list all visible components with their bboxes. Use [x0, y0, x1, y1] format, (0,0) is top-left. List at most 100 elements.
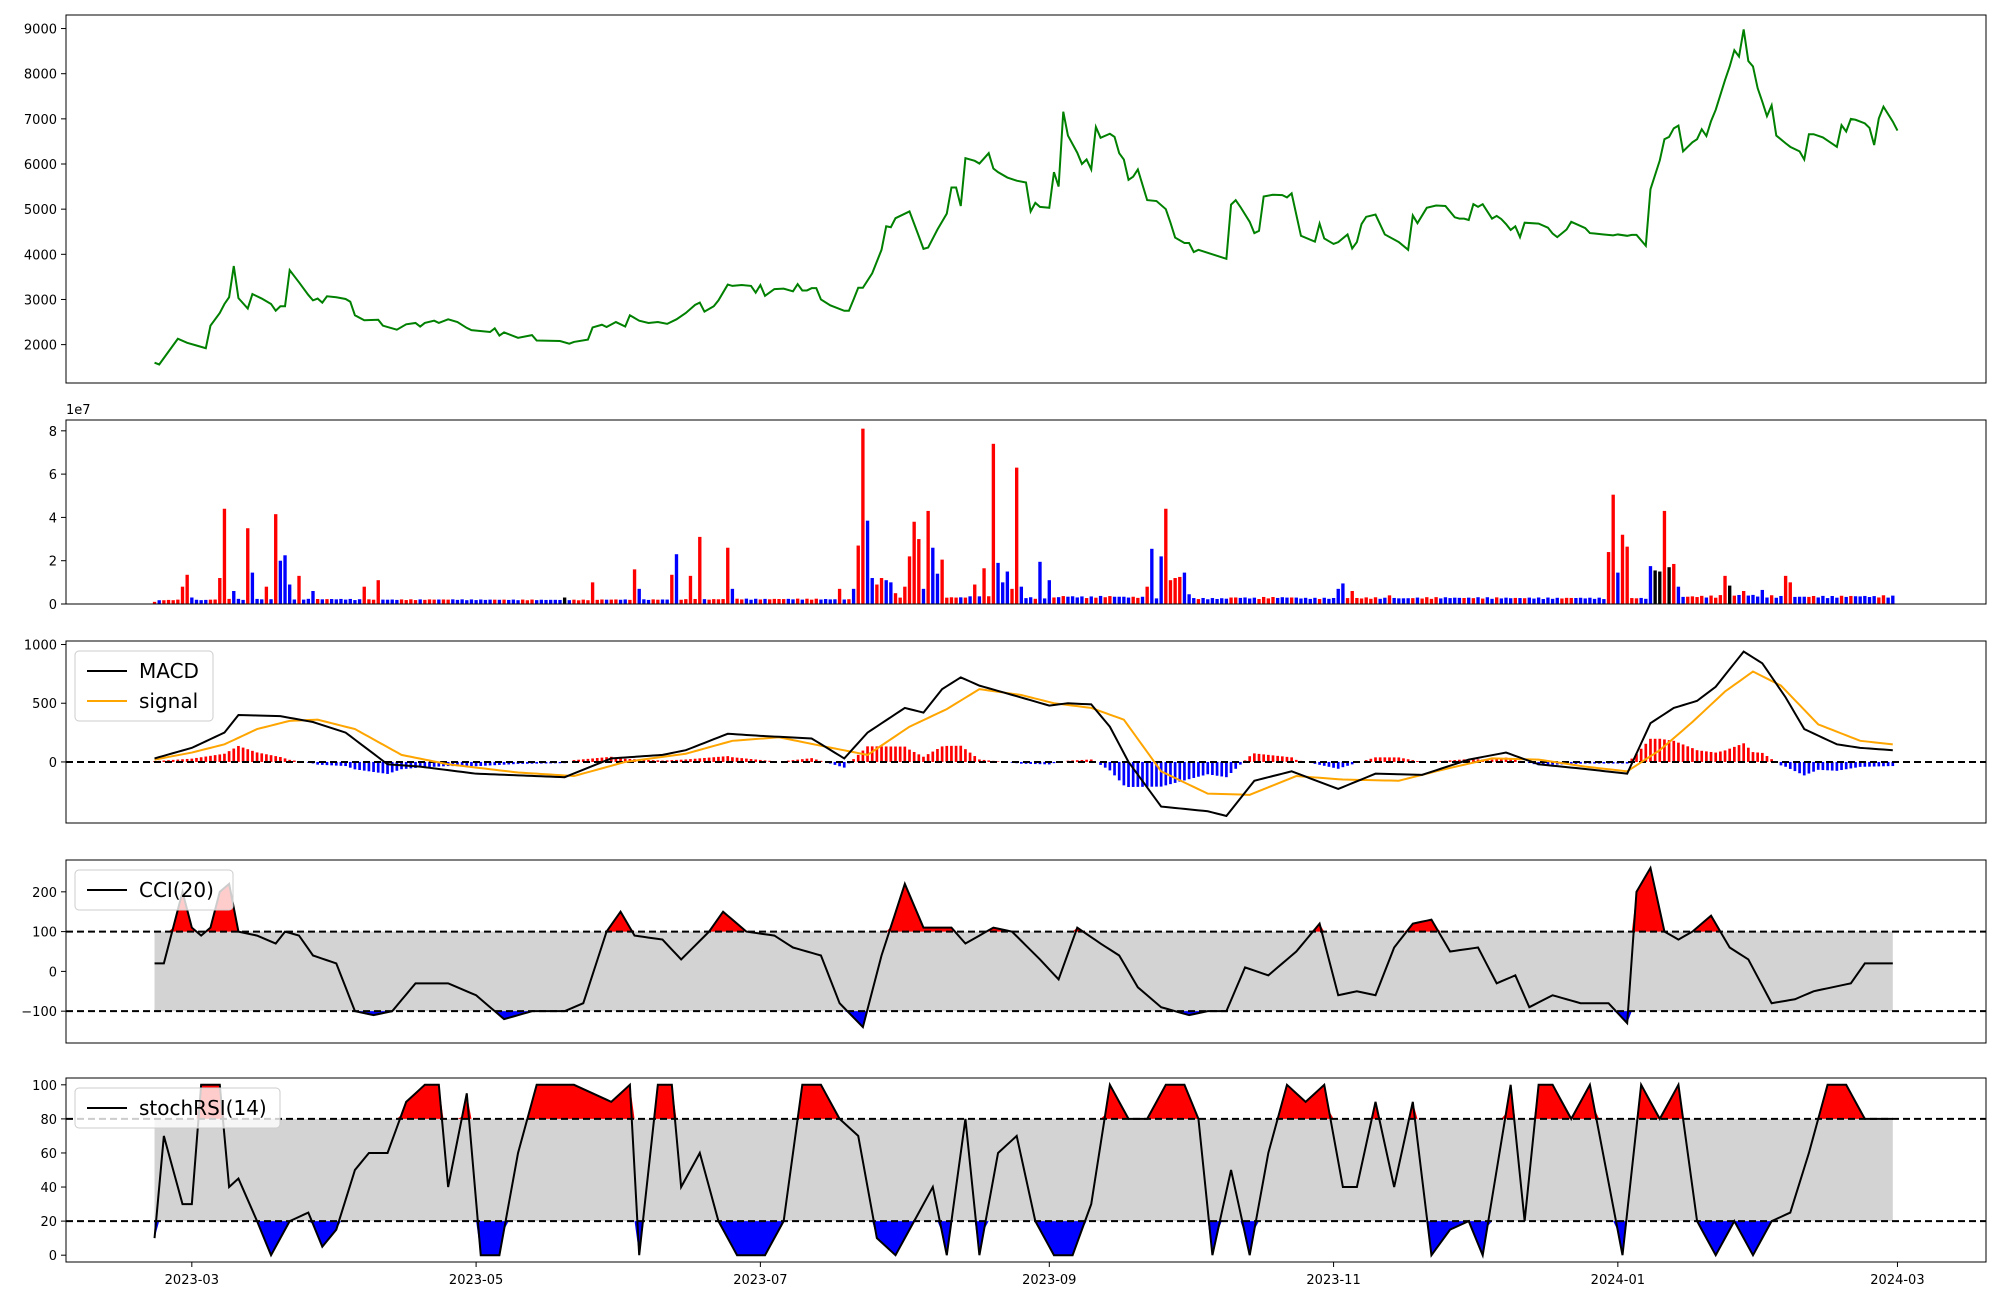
- volume-offset-text: 1e7: [66, 403, 91, 418]
- macd-histogram-bar: [899, 747, 902, 762]
- volume-bar: [1309, 599, 1312, 604]
- volume-bar: [1691, 596, 1694, 604]
- volume-bar: [1840, 596, 1843, 604]
- volume-bar: [1649, 566, 1652, 604]
- price-ytick-label: 5000: [24, 203, 57, 218]
- macd-histogram-bar: [959, 746, 962, 762]
- macd-histogram-bar: [945, 746, 948, 762]
- macd-histogram-bar: [1728, 749, 1731, 762]
- macd-histogram-bar: [1756, 752, 1759, 761]
- macd-histogram-bar: [917, 754, 920, 762]
- volume-bar: [707, 600, 710, 604]
- volume-bar: [526, 600, 529, 604]
- macd-histogram-bar: [1794, 762, 1797, 771]
- macd-histogram-bar: [1817, 762, 1820, 770]
- macd-histogram-bar: [964, 749, 967, 762]
- volume-bar: [1584, 598, 1587, 604]
- volume-bar: [1239, 598, 1242, 604]
- macd-histogram-bar: [955, 746, 958, 762]
- volume-bar: [209, 600, 212, 604]
- volume-bar: [829, 599, 832, 604]
- stochrsi-legend-label: stochRSI(14): [139, 1096, 267, 1120]
- macd-histogram-bar: [890, 747, 893, 762]
- volume-bar: [633, 569, 636, 604]
- volume-bar: [912, 522, 915, 604]
- volume-bar: [1532, 599, 1535, 604]
- macd-histogram-bar: [657, 760, 660, 762]
- volume-bar: [917, 539, 920, 604]
- macd-histogram-bar: [1146, 762, 1149, 787]
- volume-bar: [1071, 596, 1074, 604]
- volume-bar: [661, 599, 664, 604]
- volume-bar: [1062, 596, 1065, 604]
- volume-ytick-label: 2: [49, 555, 57, 570]
- volume-bar: [279, 561, 282, 604]
- volume-bar: [1695, 597, 1698, 604]
- volume-bar: [749, 600, 752, 604]
- volume-bar: [703, 599, 706, 604]
- volume-bar: [1733, 596, 1736, 604]
- volume-bar: [381, 600, 384, 604]
- volume-bar: [437, 600, 440, 604]
- volume-bar: [1644, 599, 1647, 604]
- volume-bar: [414, 600, 417, 604]
- macd-histogram-bar: [1253, 753, 1256, 762]
- volume-bar: [1094, 598, 1097, 604]
- macd-histogram-bar: [987, 760, 990, 762]
- volume-bar: [1719, 595, 1722, 604]
- volume-bar: [363, 587, 366, 604]
- volume-bar: [283, 555, 286, 604]
- volume-bar: [1546, 598, 1549, 604]
- volume-bar: [349, 599, 352, 604]
- macd-histogram-bar: [1812, 762, 1815, 772]
- macd-histogram-bar: [1724, 750, 1727, 762]
- volume-bar: [1653, 570, 1656, 604]
- macd-histogram-bar: [293, 761, 296, 762]
- volume-bar: [1528, 598, 1531, 604]
- volume-bar: [638, 589, 641, 604]
- price-ytick-label: 4000: [24, 248, 57, 263]
- volume-bar: [679, 600, 682, 604]
- macd-histogram-bar: [503, 762, 506, 765]
- volume-bar: [1215, 599, 1218, 604]
- volume-bar: [1206, 599, 1209, 604]
- volume-bar: [1723, 576, 1726, 604]
- volume-bar: [316, 599, 319, 604]
- volume-bar: [1849, 596, 1852, 604]
- volume-bar: [1332, 598, 1335, 604]
- volume-bar: [1598, 598, 1601, 604]
- volume-bar: [721, 599, 724, 604]
- macd-histogram-bar: [843, 762, 846, 768]
- volume-bar: [656, 600, 659, 604]
- macd-histogram-bar: [391, 762, 394, 772]
- volume-bar: [358, 599, 361, 604]
- macd-histogram-bar: [1337, 762, 1340, 769]
- macd-histogram-bar: [1514, 760, 1517, 762]
- macd-histogram-bar: [284, 758, 287, 762]
- volume-bar: [1183, 573, 1186, 604]
- volume-bar: [1080, 596, 1083, 604]
- macd-histogram-bar: [1211, 762, 1214, 775]
- macd-ytick-label: 500: [32, 697, 57, 712]
- macd-histogram-bar: [1845, 762, 1848, 769]
- macd-histogram-bar: [1150, 762, 1153, 787]
- volume-bar: [596, 600, 599, 604]
- price-ytick-label: 6000: [24, 158, 57, 173]
- volume-bar: [735, 599, 738, 604]
- volume-bar: [558, 600, 561, 604]
- volume-bar: [819, 600, 822, 604]
- volume-bar: [1775, 598, 1778, 604]
- volume-bar: [1872, 596, 1875, 604]
- volume-bar: [1700, 596, 1703, 604]
- volume-bar: [400, 599, 403, 604]
- macd-histogram-bar: [1393, 757, 1396, 762]
- macd-histogram-bar: [377, 762, 380, 773]
- volume-bar: [619, 600, 622, 604]
- volume-bar: [642, 599, 645, 604]
- volume-bar: [1052, 597, 1055, 604]
- macd-histogram-bar: [1188, 762, 1191, 779]
- volume-bar: [1090, 596, 1093, 604]
- volume-bar: [1141, 597, 1144, 604]
- volume-bar: [1803, 597, 1806, 604]
- volume-bar: [1099, 596, 1102, 604]
